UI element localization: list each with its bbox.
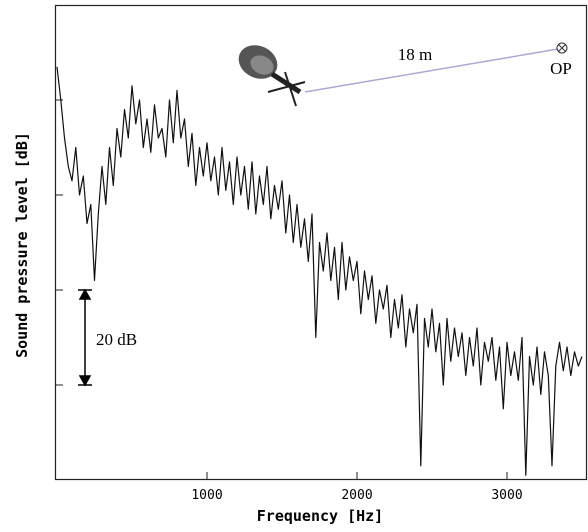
helicopter (238, 45, 306, 107)
scale-bar (78, 288, 92, 387)
spectrum-line (56, 66, 583, 476)
x-tick-label: 3000 (491, 488, 522, 503)
scale-label: 20 dB (96, 330, 137, 349)
x-tick-label: 1000 (191, 488, 222, 503)
x-tick-label: 2000 (341, 488, 372, 503)
plot-frame (54, 4, 588, 481)
distance-line (304, 48, 559, 93)
distance-label: 18 m (398, 45, 432, 64)
y-axis-label: Sound pressure level [dB] (13, 132, 31, 358)
x-axis-label: Frequency [Hz] (257, 507, 383, 525)
observer-point (556, 42, 568, 54)
op-label: OP (550, 59, 572, 78)
